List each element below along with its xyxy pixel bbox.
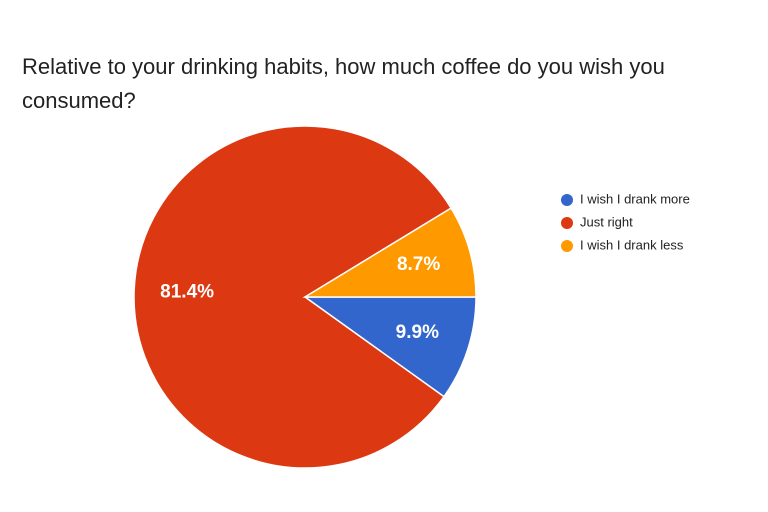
pie-slice <box>133 125 453 469</box>
legend-label: I wish I drank more <box>580 191 690 206</box>
legend-marker <box>561 194 573 206</box>
legend-marker <box>561 240 573 252</box>
slice-label: 8.7% <box>397 254 440 275</box>
pie-slice <box>302 296 477 398</box>
legend-marker <box>561 217 573 229</box>
legend-label: I wish I drank less <box>580 237 684 252</box>
pie-slice <box>302 207 477 298</box>
slice-label: 9.9% <box>396 322 439 343</box>
slice-label: 81.4% <box>160 282 214 303</box>
chart-title: Relative to your drinking habits, how mu… <box>22 54 665 113</box>
legend-label: Just right <box>580 214 633 229</box>
